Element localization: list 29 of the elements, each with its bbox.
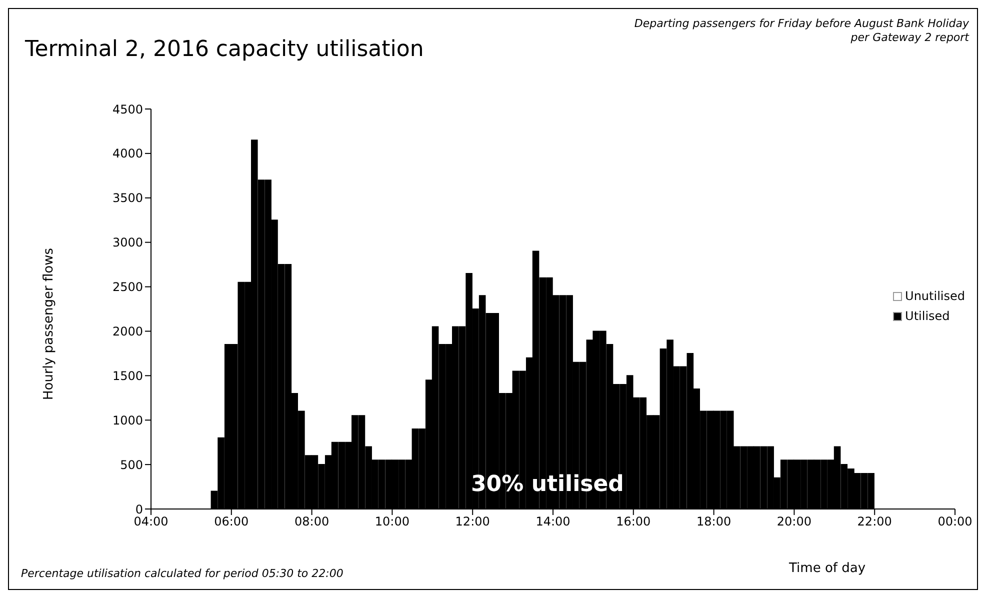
x-tick-label: 14:00	[536, 514, 570, 529]
x-tick-label: 16:00	[616, 514, 651, 529]
y-tick-label: 4000	[112, 146, 143, 161]
y-tick-label: 3000	[112, 236, 143, 250]
y-tick-label: 500	[120, 458, 143, 472]
x-tick-label: 00:00	[938, 514, 972, 529]
legend-label: Utilised	[905, 309, 950, 323]
y-tick-label: 0	[135, 502, 143, 516]
x-tick-label: 12:00	[455, 514, 490, 529]
y-tick-label: 2000	[112, 324, 143, 338]
x-tick-label: 08:00	[294, 514, 330, 529]
annotation: 30% utilised	[471, 472, 624, 497]
x-tick-label: 20:00	[776, 514, 812, 529]
x-tick-label: 10:00	[374, 514, 410, 529]
chart-title: Terminal 2, 2016 capacity utilisation	[25, 37, 424, 62]
x-axis-title: Time of day	[789, 561, 866, 576]
text: Percentage utilisation calculated for period 05:30 to 22:00	[21, 567, 344, 580]
x-tick-label: 04:00	[134, 514, 168, 529]
y-tick-label: 2500	[112, 280, 143, 294]
y-tick-label: 1500	[112, 368, 143, 383]
chart-subtitle: Departing passengers for Friday before August Bank Holiday per Gateway 2 report	[633, 17, 969, 45]
x-tick-label: 18:00	[696, 514, 732, 529]
y-tick-label: 1000	[112, 413, 143, 428]
y-tick-label: 3500	[112, 191, 143, 206]
x-tick-label: 06:00	[214, 514, 249, 529]
y-tick-label: 4500	[112, 102, 143, 116]
legend-label: Unutilised	[905, 289, 965, 303]
x-tick-label: 22:00	[857, 514, 892, 529]
y-axis-title: Hourly passenger flows	[42, 248, 56, 400]
